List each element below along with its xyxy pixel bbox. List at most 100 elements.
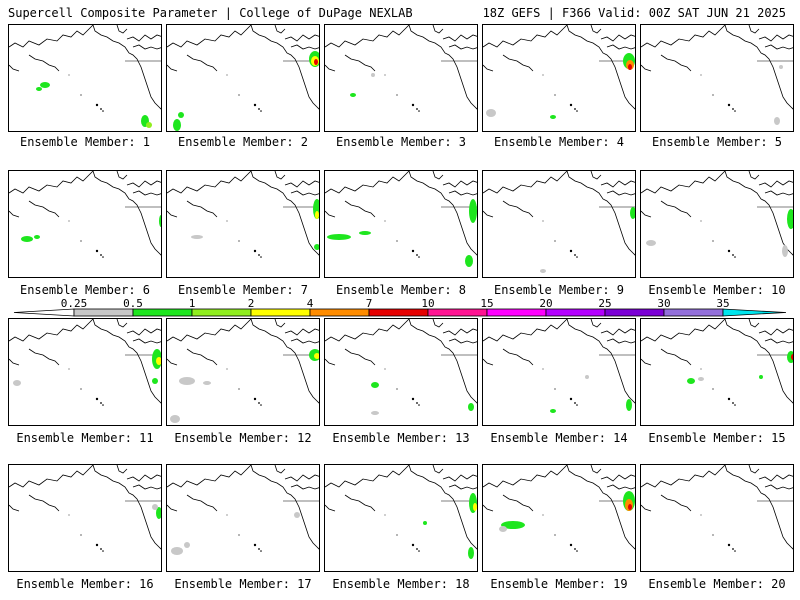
coastline-segment (186, 348, 218, 366)
coastline-segment (432, 25, 444, 34)
scp-contour (423, 521, 427, 525)
island (542, 74, 544, 76)
coastline-segment (660, 54, 692, 72)
scp-contour (327, 234, 351, 240)
ensemble-member-label: Ensemble Member: 5 (651, 135, 783, 149)
coastline-segment (290, 44, 319, 50)
island (100, 254, 102, 256)
ensemble-panel-14 (482, 318, 636, 426)
coastline-segment (758, 180, 793, 188)
coastline-segment (9, 358, 20, 366)
coastline-segment (284, 180, 319, 188)
colorbar-segment (663, 308, 724, 317)
map-11 (9, 319, 161, 406)
island (258, 402, 260, 404)
island (411, 397, 415, 401)
map-20 (641, 465, 793, 552)
island (100, 548, 102, 550)
coastline-segment (758, 474, 793, 482)
coastline-segment (432, 465, 444, 474)
colorbar-segment (368, 308, 429, 317)
ensemble-member-label: Ensemble Member: 13 (332, 431, 470, 445)
coastline-segment (167, 504, 178, 512)
coastline-segment (606, 484, 635, 490)
scp-contour (465, 255, 473, 267)
coastline-segment (641, 25, 726, 48)
coastline-segment (408, 465, 477, 550)
ensemble-panel-4 (482, 24, 636, 132)
island (554, 534, 556, 536)
coastline-segment (325, 358, 336, 366)
coastline-segment (748, 171, 760, 180)
scp-contour (550, 115, 556, 119)
map-1 (9, 25, 161, 128)
ensemble-member-label: Ensemble Member: 12 (174, 431, 312, 445)
ensemble-panel-3 (324, 24, 478, 132)
coastline-segment (250, 319, 319, 404)
coastline-segment (432, 171, 444, 180)
coastline-segment (448, 338, 477, 344)
island (569, 543, 573, 547)
coastline-segment (606, 190, 635, 196)
coastline-segment (250, 171, 319, 256)
scp-contour (171, 547, 183, 555)
coastline-segment (325, 64, 336, 72)
colorbar-tick-label: 30 (657, 297, 670, 310)
coastline-segment (483, 64, 494, 72)
coastline-segment (92, 319, 161, 404)
coastline-segment (344, 494, 376, 512)
colorbar-tick-label: 0.5 (123, 297, 143, 310)
coastline-segment (442, 34, 477, 42)
island (95, 397, 99, 401)
coastline-segment (126, 474, 161, 482)
island (260, 110, 262, 112)
coastline-segment (432, 319, 444, 328)
coastline-segment (600, 328, 635, 336)
ensemble-panel-10 (640, 170, 794, 278)
map-17 (167, 465, 319, 555)
coastline-segment (724, 465, 793, 550)
coastline-segment (590, 171, 602, 180)
island (260, 550, 262, 552)
coastline-segment (284, 474, 319, 482)
island (700, 368, 702, 370)
coastline-segment (748, 25, 760, 34)
coastline-segment (116, 465, 128, 474)
island (734, 550, 736, 552)
scp-contour (499, 526, 507, 532)
coastline-segment (448, 484, 477, 490)
scp-contour (371, 411, 379, 415)
island (396, 94, 398, 96)
coastline-segment (132, 44, 161, 50)
colorbar-segment (132, 308, 193, 317)
ensemble-member-label: Ensemble Member: 14 (490, 431, 628, 445)
island (554, 388, 556, 390)
ensemble-panel-16 (8, 464, 162, 572)
island (732, 254, 734, 256)
ensemble-member-label: Ensemble Member: 2 (177, 135, 309, 149)
scp-contour (314, 59, 318, 65)
scp-contour (178, 112, 184, 118)
island (102, 550, 104, 552)
ensemble-member-label: Ensemble Member: 1 (19, 135, 151, 149)
island (68, 220, 70, 222)
island (576, 550, 578, 552)
scp-contour (314, 353, 319, 359)
coastline-segment (448, 190, 477, 196)
island (253, 103, 257, 107)
coastline-segment (483, 210, 494, 218)
island (727, 543, 731, 547)
coastline-segment (126, 34, 161, 42)
island (95, 543, 99, 547)
ensemble-panel-19 (482, 464, 636, 572)
coastline-segment (284, 328, 319, 336)
coastline-segment (748, 319, 760, 328)
ensemble-member-label: Ensemble Member: 18 (332, 577, 470, 591)
island (576, 256, 578, 258)
island (102, 256, 104, 258)
coastline-segment (344, 200, 376, 218)
island (384, 74, 386, 76)
coastline-segment (566, 25, 635, 110)
island (384, 220, 386, 222)
coastline-segment (590, 319, 602, 328)
